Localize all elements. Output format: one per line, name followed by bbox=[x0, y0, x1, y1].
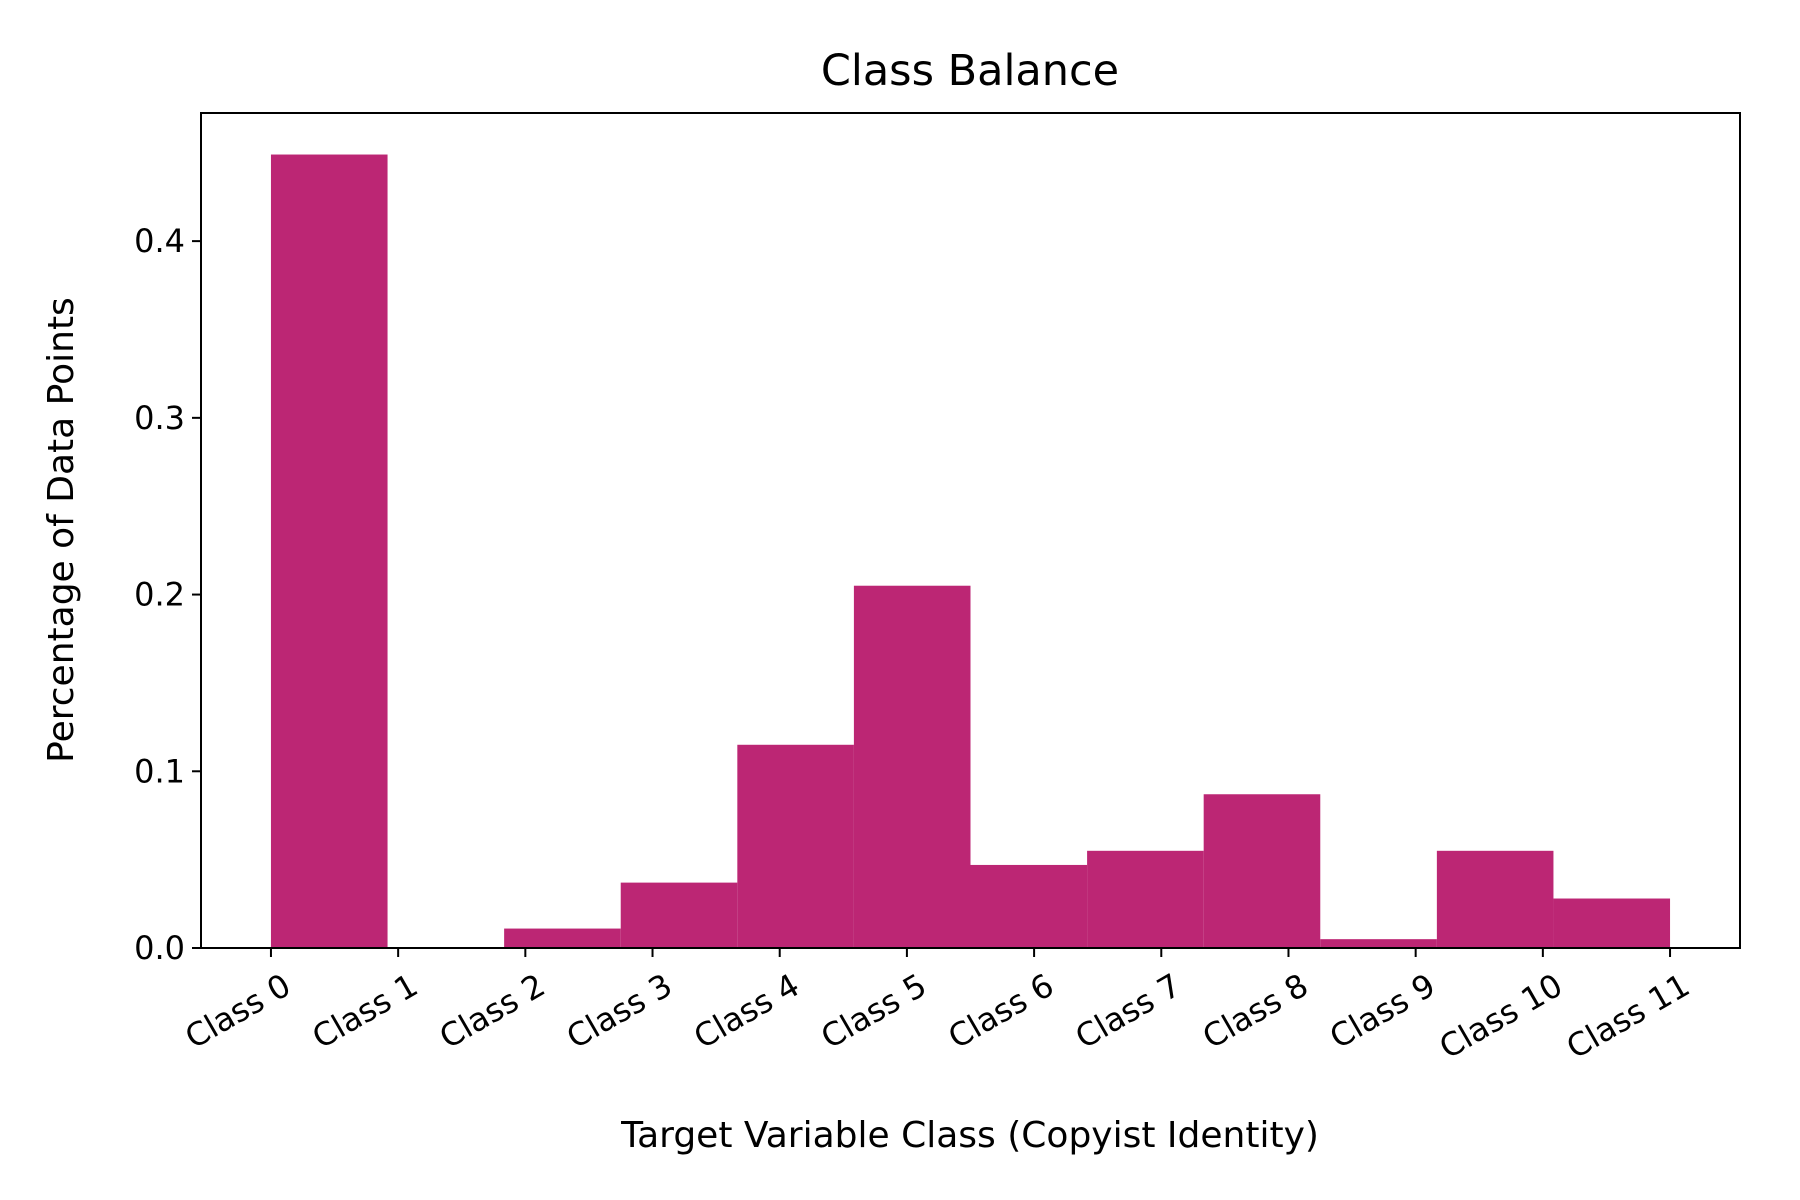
bar-class-9 bbox=[1320, 939, 1437, 948]
x-tick-label: Class 7 bbox=[1069, 966, 1187, 1056]
x-tick-label: Class 5 bbox=[815, 966, 933, 1056]
x-tick-label: Class 9 bbox=[1323, 966, 1441, 1056]
x-tick-label: Class 6 bbox=[942, 966, 1060, 1056]
x-tick-label: Class 0 bbox=[179, 966, 297, 1056]
x-tick-label: Class 3 bbox=[560, 966, 678, 1056]
y-tick-label: 0.3 bbox=[134, 399, 185, 437]
bar-class-0 bbox=[270, 154, 388, 948]
x-tick-label: Class 2 bbox=[433, 966, 551, 1056]
bar-class-4 bbox=[737, 744, 854, 948]
chart-title: Class Balance bbox=[821, 46, 1119, 96]
x-tick-label: Class 8 bbox=[1196, 966, 1314, 1056]
x-axis: Class 0 Class 1 Class 2 Class 3 Class 4 Class… bbox=[179, 948, 1696, 1066]
y-tick-label: 0.0 bbox=[134, 929, 185, 967]
x-axis-label: Target Variable Class (Copyist Identity) bbox=[620, 1115, 1319, 1156]
bar-class-7 bbox=[1087, 850, 1204, 948]
bar-class-8 bbox=[1203, 794, 1321, 948]
y-tick-label: 0.4 bbox=[134, 222, 185, 260]
x-tick-label: Class 11 bbox=[1560, 966, 1696, 1066]
bars-group bbox=[270, 154, 1671, 948]
bar-class-6 bbox=[970, 864, 1088, 948]
plot-frame bbox=[200, 112, 1741, 949]
y-axis: 0.0 0.1 0.2 0.3 0.4 bbox=[134, 222, 201, 967]
y-axis-label: Percentage of Data Points bbox=[41, 297, 82, 763]
bar-class-2 bbox=[504, 928, 621, 948]
bar-class-3 bbox=[620, 882, 738, 948]
x-tick-label: Class 4 bbox=[687, 966, 805, 1056]
bar-class-11 bbox=[1553, 898, 1671, 948]
y-tick-label: 0.2 bbox=[134, 576, 185, 614]
x-tick-label: Class 10 bbox=[1433, 966, 1569, 1066]
bar-class-5 bbox=[853, 585, 971, 948]
bar-class-10 bbox=[1436, 850, 1554, 948]
y-tick-label: 0.1 bbox=[134, 752, 185, 790]
x-tick-label: Class 1 bbox=[306, 966, 424, 1056]
